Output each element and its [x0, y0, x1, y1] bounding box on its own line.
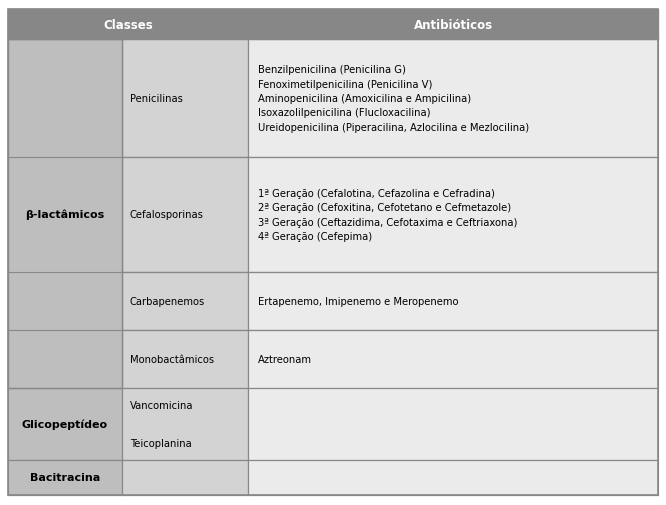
Bar	[248, 40, 658, 158]
Bar	[8, 10, 658, 40]
Bar	[122, 460, 248, 495]
Text: β-lactâmicos: β-lactâmicos	[25, 209, 105, 219]
Text: Benzilpenicilina (Penicilina G)
Fenoximetilpenicilina (Penicilina V)
Aminopenici: Benzilpenicilina (Penicilina G) Fenoxime…	[258, 65, 529, 132]
Text: Classes: Classes	[103, 19, 153, 31]
Bar	[8, 40, 122, 158]
Text: Antibióticos: Antibióticos	[414, 19, 493, 31]
Bar	[248, 388, 658, 460]
Text: 1ª Geração (Cefalotina, Cefazolina e Cefradina)
2ª Geração (Cefoxitina, Cefoteta: 1ª Geração (Cefalotina, Cefazolina e Cef…	[258, 188, 517, 241]
Bar	[122, 388, 248, 460]
Text: Glicopeptídeo: Glicopeptídeo	[22, 419, 108, 429]
Bar	[122, 40, 248, 158]
Bar	[8, 40, 122, 388]
Bar	[8, 460, 122, 495]
Text: Penicilinas: Penicilinas	[130, 94, 183, 104]
Text: Aztreonam: Aztreonam	[258, 355, 312, 364]
Bar	[8, 273, 122, 330]
Bar	[122, 158, 248, 273]
Bar	[122, 330, 248, 388]
Bar	[248, 158, 658, 273]
Text: Vancomicina: Vancomicina	[130, 400, 194, 410]
Bar	[122, 273, 248, 330]
Bar	[8, 388, 122, 460]
Bar	[8, 158, 122, 273]
Bar	[248, 460, 658, 495]
Bar	[248, 273, 658, 330]
Bar	[8, 330, 122, 388]
Text: Monobactâmicos: Monobactâmicos	[130, 355, 214, 364]
Text: Bacitracina: Bacitracina	[30, 473, 100, 483]
Text: Teicoplanina: Teicoplanina	[130, 438, 192, 448]
Text: Ertapenemo, Imipenemo e Meropenemo: Ertapenemo, Imipenemo e Meropenemo	[258, 296, 458, 307]
Text: Carbapenemos: Carbapenemos	[130, 296, 205, 307]
Bar	[248, 330, 658, 388]
Text: Cefalosporinas: Cefalosporinas	[130, 210, 204, 220]
